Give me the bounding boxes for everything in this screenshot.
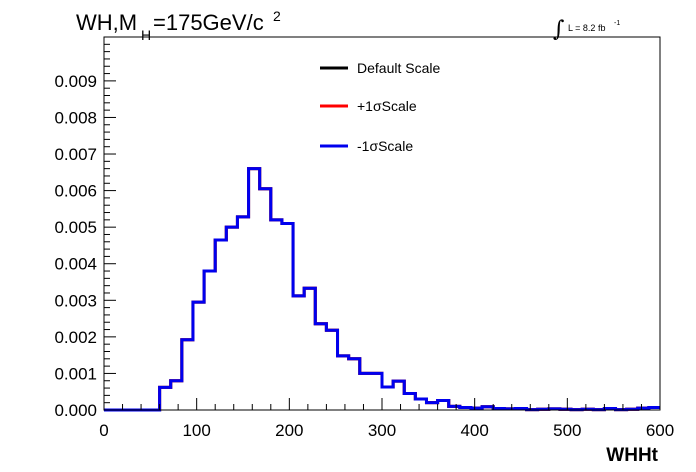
axis-ticks: 0.000 0.001 0.002 0.003 0.004 0.005 0.006 0.007… xyxy=(54,43,674,440)
chart-title: WH,M H =175GeV/c 2 xyxy=(76,8,281,43)
y-tick-label: 0.003 xyxy=(54,291,97,310)
integral-icon: ∫ xyxy=(553,17,565,42)
luminosity-superscript: -1 xyxy=(614,20,620,27)
y-tick-label: 0.008 xyxy=(54,108,97,127)
y-tick-label: 0.007 xyxy=(54,145,97,164)
plot-frame xyxy=(103,36,661,411)
title-mass: =175GeV/c xyxy=(153,10,264,35)
x-tick-label: 200 xyxy=(275,421,303,440)
y-tick-label: 0.000 xyxy=(54,401,97,420)
luminosity-label: ∫ L = 8.2 fb -1 xyxy=(553,17,620,42)
y-tick-label: 0.009 xyxy=(54,72,97,91)
title-wh: WH,M xyxy=(76,10,137,35)
x-tick-label: 0 xyxy=(99,421,108,440)
legend-label-default: Default Scale xyxy=(357,60,440,76)
x-tick-label: 400 xyxy=(460,421,488,440)
y-tick-label: 0.005 xyxy=(54,218,97,237)
legend: Default Scale +1σScale -1σScale xyxy=(320,60,440,154)
y-tick-label: 0.006 xyxy=(54,182,97,201)
histogram-series-2 xyxy=(104,167,660,412)
y-tick-label: 0.001 xyxy=(54,364,97,383)
y-tick-label: 0.002 xyxy=(54,328,97,347)
legend-label-plus-sigma: +1σScale xyxy=(357,98,417,114)
x-tick-label: 500 xyxy=(553,421,581,440)
legend-label-minus-sigma: -1σScale xyxy=(357,138,413,154)
x-tick-label: 100 xyxy=(182,421,210,440)
x-tick-label: 600 xyxy=(646,421,674,440)
series-layer xyxy=(104,167,660,412)
x-axis-title: WHHt xyxy=(606,445,658,466)
x-tick-label: 300 xyxy=(368,421,396,440)
title-subscript: H xyxy=(141,27,151,43)
y-tick-label: 0.004 xyxy=(54,255,97,274)
luminosity-text: L = 8.2 fb xyxy=(568,23,605,33)
title-superscript: 2 xyxy=(273,8,281,24)
